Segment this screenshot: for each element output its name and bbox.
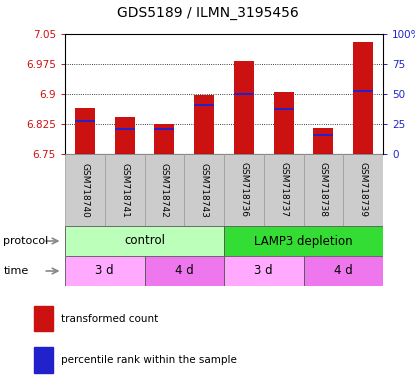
Bar xyxy=(264,154,303,226)
Bar xyxy=(144,256,224,286)
Text: 4 d: 4 d xyxy=(334,265,353,278)
Bar xyxy=(303,154,343,226)
Text: control: control xyxy=(124,235,165,248)
Bar xyxy=(353,42,373,154)
Bar xyxy=(65,226,224,256)
Bar xyxy=(313,134,333,136)
Bar xyxy=(75,120,95,122)
Text: 3 d: 3 d xyxy=(95,265,114,278)
Bar xyxy=(65,154,105,226)
Bar xyxy=(343,154,383,226)
Bar xyxy=(194,104,214,106)
Bar xyxy=(34,306,53,331)
Text: GSM718736: GSM718736 xyxy=(239,162,248,217)
Text: 4 d: 4 d xyxy=(175,265,194,278)
Bar xyxy=(224,154,264,226)
Bar xyxy=(115,128,134,131)
Bar xyxy=(75,108,95,154)
Bar xyxy=(194,95,214,154)
Bar xyxy=(144,154,184,226)
Text: GSM718743: GSM718743 xyxy=(200,162,209,217)
Bar xyxy=(224,256,303,286)
Bar xyxy=(234,61,254,154)
Bar xyxy=(65,256,144,286)
Bar xyxy=(115,117,134,154)
Bar xyxy=(105,154,144,226)
Bar xyxy=(353,89,373,92)
Text: GDS5189 / ILMN_3195456: GDS5189 / ILMN_3195456 xyxy=(117,6,298,20)
Text: time: time xyxy=(3,266,29,276)
Bar xyxy=(234,93,254,95)
Text: transformed count: transformed count xyxy=(61,313,158,323)
Bar xyxy=(34,347,53,373)
Bar xyxy=(224,226,383,256)
Bar xyxy=(303,256,383,286)
Bar xyxy=(313,128,333,154)
Text: LAMP3 depletion: LAMP3 depletion xyxy=(254,235,353,248)
Bar xyxy=(273,92,293,154)
Bar xyxy=(273,108,293,111)
Bar xyxy=(154,128,174,131)
Text: GSM718739: GSM718739 xyxy=(359,162,368,217)
Text: 3 d: 3 d xyxy=(254,265,273,278)
Text: GSM718738: GSM718738 xyxy=(319,162,328,217)
Text: percentile rank within the sample: percentile rank within the sample xyxy=(61,355,237,365)
Text: GSM718740: GSM718740 xyxy=(81,162,89,217)
Text: GSM718741: GSM718741 xyxy=(120,162,129,217)
Bar xyxy=(154,124,174,154)
Text: protocol: protocol xyxy=(3,236,49,246)
Text: GSM718737: GSM718737 xyxy=(279,162,288,217)
Text: GSM718742: GSM718742 xyxy=(160,163,169,217)
Bar xyxy=(184,154,224,226)
